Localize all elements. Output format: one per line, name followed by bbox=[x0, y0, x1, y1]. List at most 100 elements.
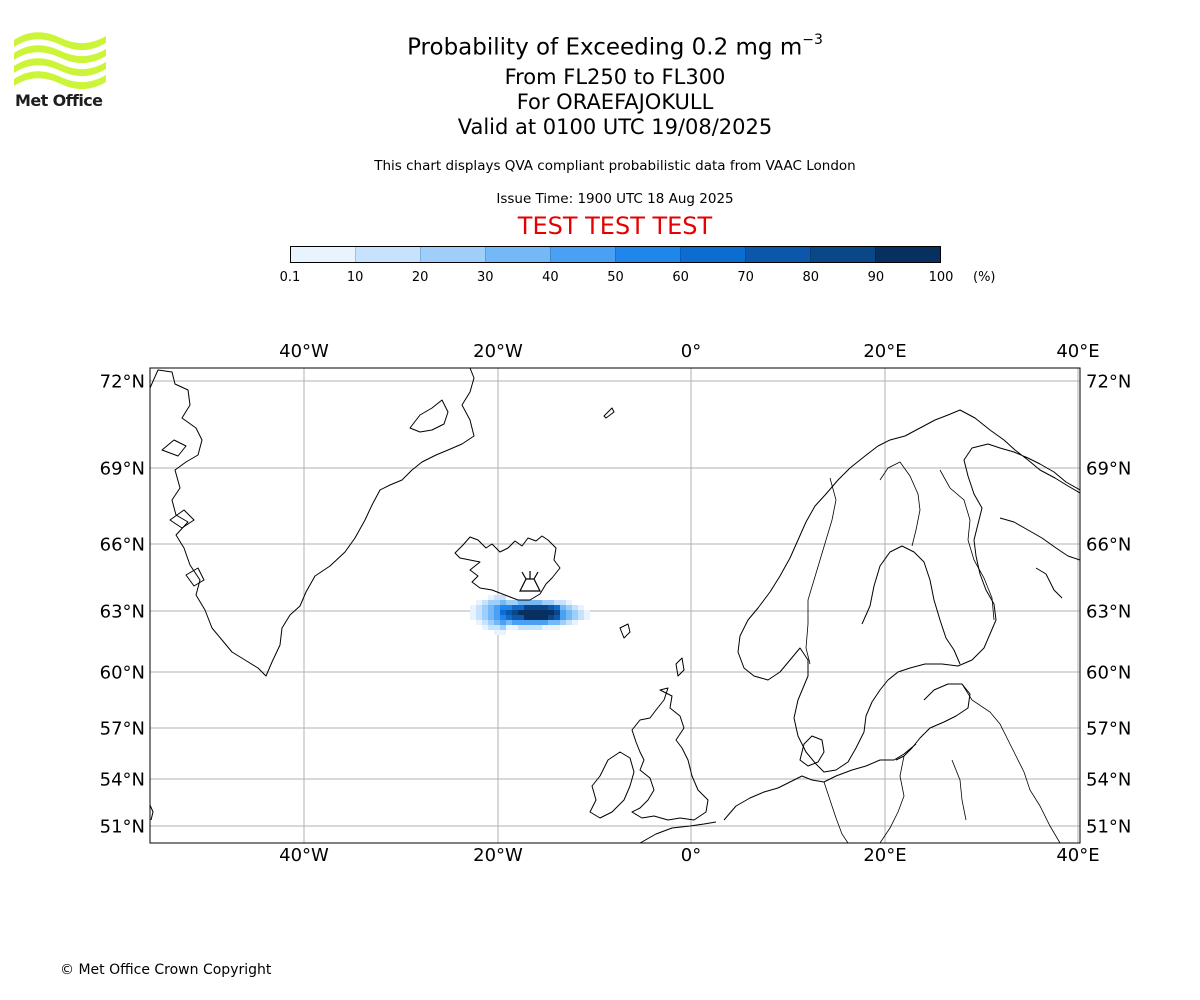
colorbar-tick-label: 50 bbox=[607, 270, 624, 285]
colorbar-segment bbox=[355, 247, 420, 262]
latitude-label-left: 69°N bbox=[99, 458, 145, 480]
plume-cell bbox=[524, 615, 530, 620]
plume-cell bbox=[488, 615, 494, 620]
colorbar-unit: (%) bbox=[973, 270, 996, 285]
coastline-jan-mayen bbox=[603, 407, 615, 419]
plume-cell bbox=[494, 595, 500, 600]
plume-cell bbox=[572, 605, 578, 610]
plume-cell bbox=[554, 625, 560, 630]
latitude-label-left: 60°N bbox=[99, 662, 145, 684]
plume-cell bbox=[482, 615, 488, 620]
plume-cell bbox=[512, 625, 518, 630]
plume-cell bbox=[488, 595, 494, 600]
colorbar-tick-label: 40 bbox=[542, 270, 559, 285]
plume-cell bbox=[500, 595, 506, 600]
plume-cell bbox=[488, 600, 494, 605]
colorbar-segment bbox=[680, 247, 745, 262]
latitude-label-right: 63°N bbox=[1086, 601, 1132, 623]
latitude-label-right: 51°N bbox=[1086, 816, 1132, 838]
longitude-label-top: 20°E bbox=[863, 341, 907, 362]
plume-cell bbox=[548, 625, 554, 630]
colorbar-tick-label: 90 bbox=[867, 270, 885, 285]
plume-cell bbox=[482, 610, 488, 615]
coastline-denmark bbox=[799, 735, 825, 767]
plume-cell bbox=[518, 610, 524, 615]
plume-cell bbox=[476, 620, 482, 625]
plume-cell bbox=[536, 625, 542, 630]
coastline-kola-white-sea bbox=[999, 517, 1080, 599]
chart-title: Probability of Exceeding 0.2 mg m−3 bbox=[407, 32, 823, 61]
plume-cell bbox=[476, 605, 482, 610]
plume-cell bbox=[518, 600, 524, 605]
plume-cell bbox=[500, 600, 506, 605]
plume-cell bbox=[488, 605, 494, 610]
plume-cell bbox=[554, 600, 560, 605]
plume-cell bbox=[506, 600, 512, 605]
plume-cell bbox=[542, 620, 548, 625]
plume-cell bbox=[512, 615, 518, 620]
plume-cell bbox=[584, 610, 590, 615]
country-borders bbox=[805, 461, 1061, 843]
volcano-name: For ORAEFAJOKULL bbox=[516, 89, 714, 114]
plume-cell bbox=[536, 600, 542, 605]
plume-cell bbox=[506, 625, 512, 630]
colorbar-tick-label: 60 bbox=[672, 270, 689, 285]
border-finland-russia bbox=[939, 469, 995, 621]
plume-cell bbox=[530, 615, 536, 620]
plume-cell bbox=[506, 620, 512, 625]
border-central-europe bbox=[823, 755, 967, 843]
copyright-notice: © Met Office Crown Copyright bbox=[60, 962, 272, 978]
map-frame bbox=[149, 367, 1081, 844]
flight-level-range: From FL250 to FL300 bbox=[504, 64, 726, 89]
plume-cell bbox=[476, 610, 482, 615]
plume-cell bbox=[566, 600, 572, 605]
test-banner: TEST TEST TEST bbox=[517, 212, 713, 240]
plume-cell bbox=[542, 605, 548, 610]
logo-wave bbox=[14, 71, 106, 90]
latitude-label-right: 60°N bbox=[1086, 662, 1132, 684]
latitude-label-left: 54°N bbox=[99, 769, 145, 791]
plume-cell bbox=[482, 625, 488, 630]
colorbar-tick-label: 70 bbox=[737, 270, 754, 285]
plume-cell bbox=[512, 620, 518, 625]
colorbar-segment bbox=[550, 247, 615, 262]
plume-cell bbox=[560, 600, 566, 605]
latitude-label-left: 66°N bbox=[99, 534, 145, 556]
longitude-label-bottom: 40°E bbox=[1056, 845, 1100, 866]
coastline-iceland bbox=[454, 535, 561, 601]
plume-cell bbox=[530, 600, 536, 605]
plume-cell bbox=[548, 615, 554, 620]
border-baltics bbox=[961, 683, 1061, 843]
plume-cell bbox=[518, 620, 524, 625]
plume-cell bbox=[560, 605, 566, 610]
colorbar-tick-label: 10 bbox=[346, 270, 364, 285]
plume-cell bbox=[560, 615, 566, 620]
colorbar-tick-label: 30 bbox=[477, 270, 494, 285]
plume-cell bbox=[494, 620, 500, 625]
longitude-label-top: 40°W bbox=[279, 341, 329, 362]
plume-cell bbox=[542, 610, 548, 615]
met-office-waves-icon bbox=[14, 32, 106, 90]
plume-cell bbox=[506, 615, 512, 620]
border-sweden-finland bbox=[879, 461, 921, 547]
plume-cell bbox=[512, 600, 518, 605]
colorbar-segment bbox=[745, 247, 810, 262]
plume-cell bbox=[566, 615, 572, 620]
plume-cell bbox=[524, 625, 530, 630]
plume-cell bbox=[578, 610, 584, 615]
latitude-label-right: 69°N bbox=[1086, 458, 1132, 480]
plume-cell bbox=[536, 615, 542, 620]
plume-cell bbox=[572, 610, 578, 615]
logo-wave bbox=[14, 45, 106, 64]
plume-cell bbox=[494, 600, 500, 605]
plume-cell bbox=[488, 610, 494, 615]
plume-cell bbox=[506, 610, 512, 615]
coastline-gulf-of-bothnia bbox=[861, 545, 961, 665]
colorbar-segment bbox=[291, 247, 355, 262]
plume-cell bbox=[554, 610, 560, 615]
coastline-baltic-states bbox=[895, 683, 971, 761]
plume-cell bbox=[548, 610, 554, 615]
plume-cell bbox=[548, 620, 554, 625]
latitude-label-left: 51°N bbox=[99, 816, 145, 838]
